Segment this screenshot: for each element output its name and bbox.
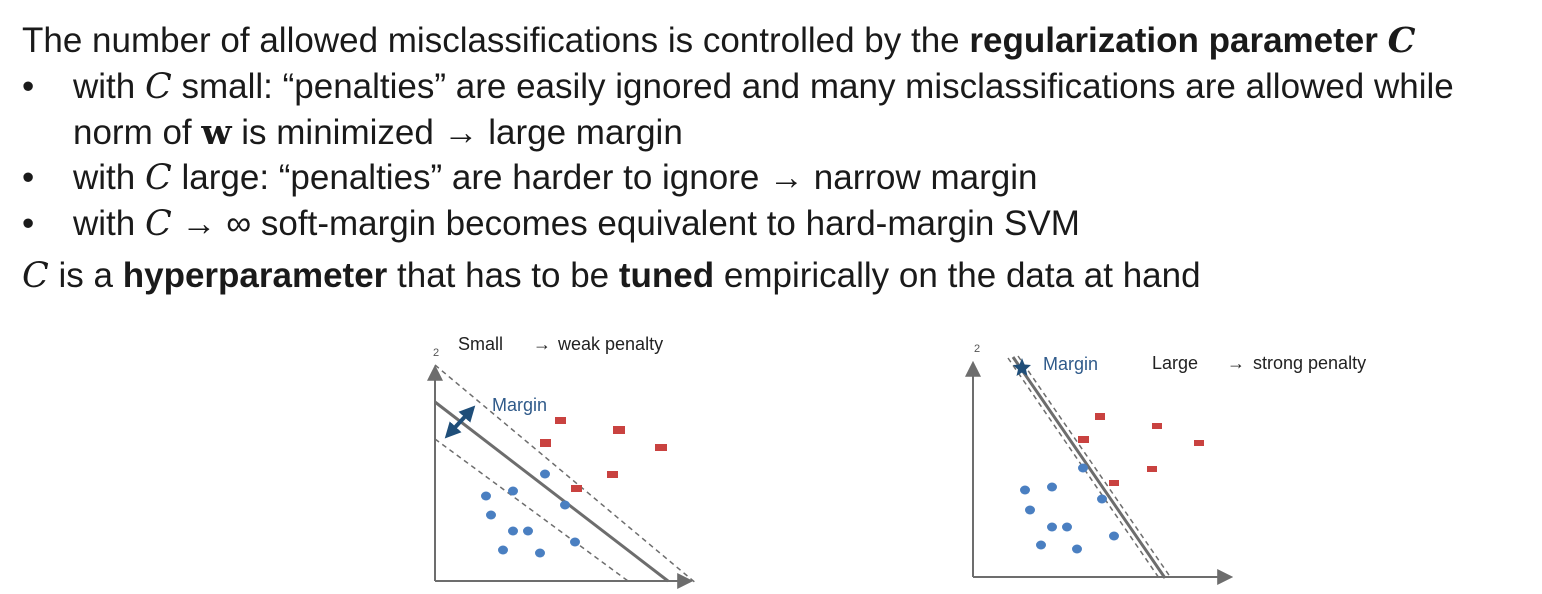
- bullet-text-cont-end: is minimized → large margin: [241, 113, 683, 152]
- outro-text-3: empirically on the data at hand: [723, 256, 1201, 295]
- intro-bold: regularization parameter: [969, 21, 1378, 60]
- arrow-glyph: →: [533, 334, 551, 354]
- bullet-small-c: • with C small: “penalties” are easily i…: [22, 64, 1454, 155]
- circle-point: [498, 545, 508, 555]
- bullet-marker: •: [22, 158, 35, 197]
- class-squares: [540, 417, 667, 492]
- circle-point: [1047, 482, 1057, 492]
- circle-point: [481, 491, 491, 501]
- circle-point: [1047, 522, 1057, 532]
- bullet-text: small: “penalties” are easily ignored an…: [181, 67, 1454, 106]
- square-point: [555, 417, 566, 424]
- circle-point: [508, 486, 518, 496]
- intro-sentence: The number of allowed misclassifications…: [22, 20, 1415, 62]
- circle-point: [1036, 540, 1046, 550]
- outro-text-1: is a: [58, 256, 113, 295]
- square-point: [1194, 440, 1204, 446]
- bullet-param: C: [144, 67, 172, 107]
- bullet-with: with: [73, 67, 136, 106]
- bullet-param: C: [144, 204, 172, 244]
- circle-point: [570, 537, 580, 547]
- outro-bold-1: hyperparameter: [122, 256, 388, 295]
- circle-point: [1109, 531, 1119, 541]
- circle-point: [523, 526, 533, 536]
- class-circles: [481, 469, 580, 558]
- bullet-param: C: [144, 158, 172, 198]
- circle-point: [535, 548, 545, 558]
- circle-point: [540, 469, 550, 479]
- intro-param: C: [1387, 20, 1416, 61]
- square-point: [613, 426, 625, 434]
- bullet-list: • with C small: “penalties” are easily i…: [22, 64, 1454, 247]
- diagram-subtitle: strong penalty: [1253, 353, 1366, 373]
- lower-margin-line: [434, 438, 629, 582]
- bullet-text-cont: norm of: [73, 113, 192, 152]
- margin-label: Margin: [492, 395, 547, 415]
- bullet-marker: •: [22, 204, 35, 243]
- square-point: [540, 439, 551, 447]
- bullet-text: large: “penalties” are harder to ignore …: [181, 158, 1038, 197]
- square-point: [1078, 436, 1089, 443]
- bullet-infinite-c: • with C → ∞ soft-margin becomes equival…: [22, 201, 1454, 247]
- square-point: [1152, 423, 1162, 429]
- outro-sentence: C is a hyperparameter that has to be tun…: [22, 255, 1201, 297]
- square-point: [571, 485, 582, 492]
- decision-boundary: [1011, 356, 1167, 579]
- diagram-small-c: 2 Small → weak penalty Margin: [427, 334, 698, 589]
- bullet-large-c: • with C large: “penalties” are harder t…: [22, 155, 1454, 201]
- circle-point: [486, 510, 496, 520]
- circle-point: [1078, 463, 1088, 473]
- diagram-title: Small: [458, 334, 503, 354]
- upper-margin-line: [434, 364, 698, 585]
- circle-point: [508, 526, 518, 536]
- circle-point: [1072, 544, 1082, 554]
- class-circles: [1020, 463, 1119, 554]
- decision-boundary: [434, 400, 669, 583]
- square-point: [655, 444, 667, 451]
- bullet-with: with: [73, 158, 136, 197]
- circle-point: [560, 500, 570, 510]
- outro-bold-2: tuned: [618, 256, 715, 295]
- weight-vector: w: [201, 112, 232, 153]
- square-point: [1147, 466, 1157, 472]
- class-squares: [1078, 413, 1204, 486]
- bullet-marker: •: [22, 67, 35, 106]
- margin-marker-icon: [1013, 358, 1031, 376]
- axis-label: 2: [433, 347, 439, 359]
- arrow-glyph: →: [1227, 353, 1245, 373]
- circle-point: [1025, 505, 1035, 515]
- diagram-large-c: 2 Large → strong penalty Margin: [965, 343, 1366, 585]
- circle-point: [1097, 494, 1107, 504]
- bullet-with: with: [73, 204, 136, 243]
- bullet-text: → ∞ soft-margin becomes equivalent to ha…: [181, 204, 1080, 243]
- outro-text-2: that has to be: [397, 256, 610, 295]
- intro-prefix: The number of allowed misclassifications…: [22, 21, 970, 60]
- circle-point: [1020, 485, 1030, 495]
- square-point: [607, 471, 618, 478]
- margin-label: Margin: [1043, 354, 1098, 374]
- diagram-title: Large: [1152, 353, 1198, 373]
- outro-param: C: [22, 256, 49, 296]
- square-point: [1109, 480, 1119, 486]
- axis-label: 2: [974, 343, 980, 355]
- square-point: [1095, 413, 1105, 420]
- diagram-subtitle: weak penalty: [557, 334, 663, 354]
- circle-point: [1062, 522, 1072, 532]
- margin-arrow: [444, 405, 476, 439]
